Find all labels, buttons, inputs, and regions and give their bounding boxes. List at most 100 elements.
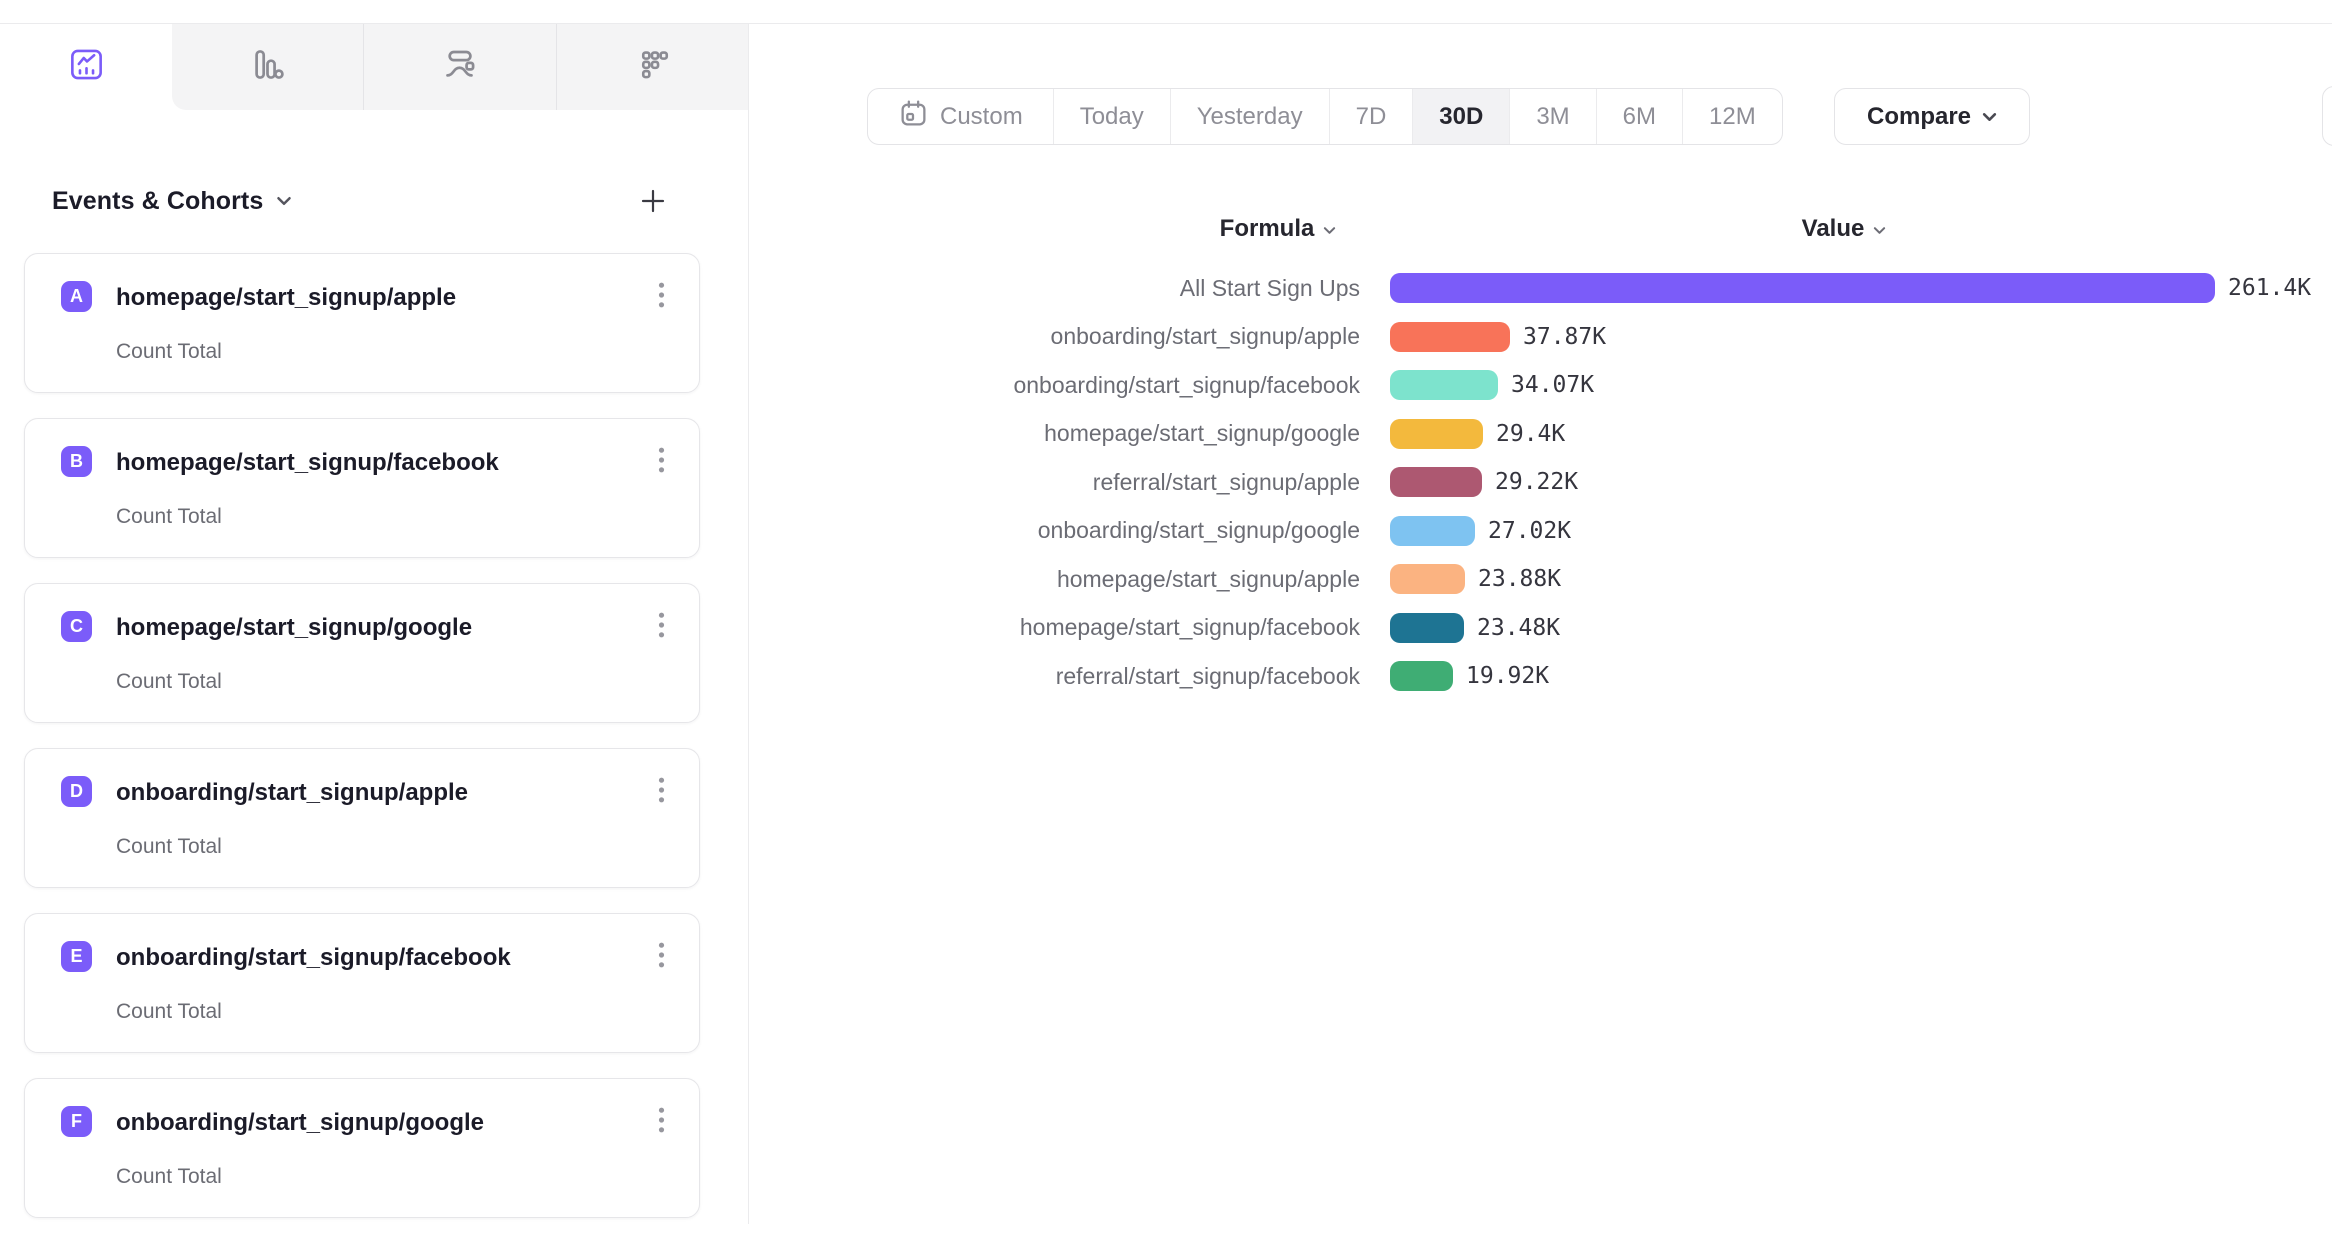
row-bar[interactable] [1390, 661, 1453, 691]
chart-type-tab-strip [172, 24, 748, 110]
row-value: 23.88K [1478, 566, 1561, 592]
range-30d[interactable]: 30D [1412, 89, 1509, 144]
event-name: onboarding/start_signup/google [116, 1109, 484, 1137]
row-bar[interactable] [1390, 370, 1498, 400]
range-label: 12M [1709, 103, 1756, 131]
event-metric[interactable]: Count Total [116, 505, 222, 529]
kebab-menu-icon [658, 1107, 665, 1138]
range-7d[interactable]: 7D [1329, 89, 1413, 144]
row-label: homepage/start_signup/google [749, 420, 1360, 447]
range-6m[interactable]: 6M [1596, 89, 1682, 144]
tab-line-chart[interactable] [0, 24, 172, 110]
row-bar[interactable] [1390, 322, 1510, 352]
row-label: referral/start_signup/apple [749, 469, 1360, 496]
event-metric[interactable]: Count Total [116, 340, 222, 364]
range-today[interactable]: Today [1053, 89, 1170, 144]
formula-column-header[interactable]: Formula [1178, 214, 1378, 244]
event-card[interactable]: C homepage/start_signup/google Count Tot… [24, 583, 700, 723]
chart-row: onboarding/start_signup/facebook 34.07K [749, 370, 2332, 400]
event-metric[interactable]: Count Total [116, 835, 222, 859]
chart-row: onboarding/start_signup/google 27.02K [749, 516, 2332, 546]
overflow-button[interactable] [2322, 86, 2332, 146]
tab-retention-grid[interactable] [556, 24, 748, 110]
compare-button[interactable]: Compare [1834, 88, 2030, 145]
chart-row: referral/start_signup/facebook 19.92K [749, 661, 2332, 691]
formula-header-label: Formula [1220, 215, 1315, 243]
chart-row: All Start Sign Ups 261.4K [749, 273, 2332, 303]
range-label: 3M [1536, 103, 1569, 131]
event-letter-badge: F [61, 1106, 92, 1137]
kebab-menu-icon [658, 942, 665, 973]
row-label: referral/start_signup/facebook [749, 663, 1360, 690]
calendar-icon [898, 98, 929, 136]
row-label: All Start Sign Ups [749, 275, 1360, 302]
event-metric[interactable]: Count Total [116, 1000, 222, 1024]
event-name: onboarding/start_signup/apple [116, 779, 468, 807]
row-label: onboarding/start_signup/google [749, 517, 1360, 544]
range-label: 7D [1356, 103, 1387, 131]
event-card[interactable]: F onboarding/start_signup/google Count T… [24, 1078, 700, 1218]
row-bar[interactable] [1390, 419, 1483, 449]
event-name: homepage/start_signup/facebook [116, 449, 499, 477]
row-value: 29.22K [1495, 469, 1578, 495]
value-header-label: Value [1802, 215, 1865, 243]
row-bar[interactable] [1390, 467, 1482, 497]
range-yesterday[interactable]: Yesterday [1170, 89, 1329, 144]
event-card[interactable]: E onboarding/start_signup/facebook Count… [24, 913, 700, 1053]
more-options-button[interactable] [647, 445, 675, 479]
events-cohorts-header: Events & Cohorts [52, 178, 668, 224]
plus-icon [639, 187, 667, 215]
range-label: 30D [1439, 103, 1483, 131]
chevron-down-icon[interactable] [276, 196, 292, 206]
row-bar[interactable] [1390, 564, 1465, 594]
event-name: homepage/start_signup/apple [116, 284, 456, 312]
more-options-button[interactable] [647, 1105, 675, 1139]
event-letter-badge: C [61, 611, 92, 642]
event-card[interactable]: D onboarding/start_signup/apple Count To… [24, 748, 700, 888]
chart-row: homepage/start_signup/google 29.4K [749, 419, 2332, 449]
chart-row: referral/start_signup/apple 29.22K [749, 467, 2332, 497]
tab-flow-chart[interactable] [363, 24, 555, 110]
range-12m[interactable]: 12M [1682, 89, 1782, 144]
chart-row: homepage/start_signup/apple 23.88K [749, 564, 2332, 594]
bar-chart: All Start Sign Ups 261.4K onboarding/star… [749, 273, 2332, 710]
event-metric[interactable]: Count Total [116, 1165, 222, 1189]
range-label: 6M [1623, 103, 1656, 131]
add-event-button[interactable] [638, 186, 668, 216]
event-card-list: A homepage/start_signup/apple Count Tota… [24, 253, 700, 1243]
event-metric[interactable]: Count Total [116, 670, 222, 694]
more-options-button[interactable] [647, 280, 675, 314]
value-column-header[interactable]: Value [1744, 214, 1944, 244]
row-value: 27.02K [1488, 518, 1571, 544]
event-card[interactable]: B homepage/start_signup/facebook Count T… [24, 418, 700, 558]
range-custom[interactable]: Custom [868, 89, 1053, 144]
compare-label: Compare [1867, 103, 1971, 131]
row-bar[interactable] [1390, 516, 1475, 546]
row-value: 29.4K [1496, 421, 1565, 447]
events-cohorts-title[interactable]: Events & Cohorts [52, 187, 263, 216]
chart-row: homepage/start_signup/facebook 23.48K [749, 613, 2332, 643]
tab-bar-chart[interactable] [172, 24, 363, 110]
more-options-button[interactable] [647, 775, 675, 809]
range-3m[interactable]: 3M [1509, 89, 1595, 144]
event-letter-badge: A [61, 281, 92, 312]
chart-row: onboarding/start_signup/apple 37.87K [749, 322, 2332, 352]
event-card[interactable]: A homepage/start_signup/apple Count Tota… [24, 253, 700, 393]
more-options-button[interactable] [647, 610, 675, 644]
kebab-menu-icon [658, 447, 665, 478]
row-bar[interactable] [1390, 273, 2215, 303]
kebab-menu-icon [658, 282, 665, 313]
event-letter-badge: E [61, 941, 92, 972]
row-label: homepage/start_signup/apple [749, 566, 1360, 593]
flow-chart-icon [441, 46, 478, 88]
event-name: homepage/start_signup/google [116, 614, 472, 642]
row-value: 19.92K [1466, 663, 1549, 689]
row-value: 37.87K [1523, 324, 1606, 350]
kebab-menu-icon [658, 777, 665, 808]
row-value: 261.4K [2228, 275, 2311, 301]
chevron-down-icon [1982, 112, 1997, 122]
row-bar[interactable] [1390, 613, 1464, 643]
more-options-button[interactable] [647, 940, 675, 974]
